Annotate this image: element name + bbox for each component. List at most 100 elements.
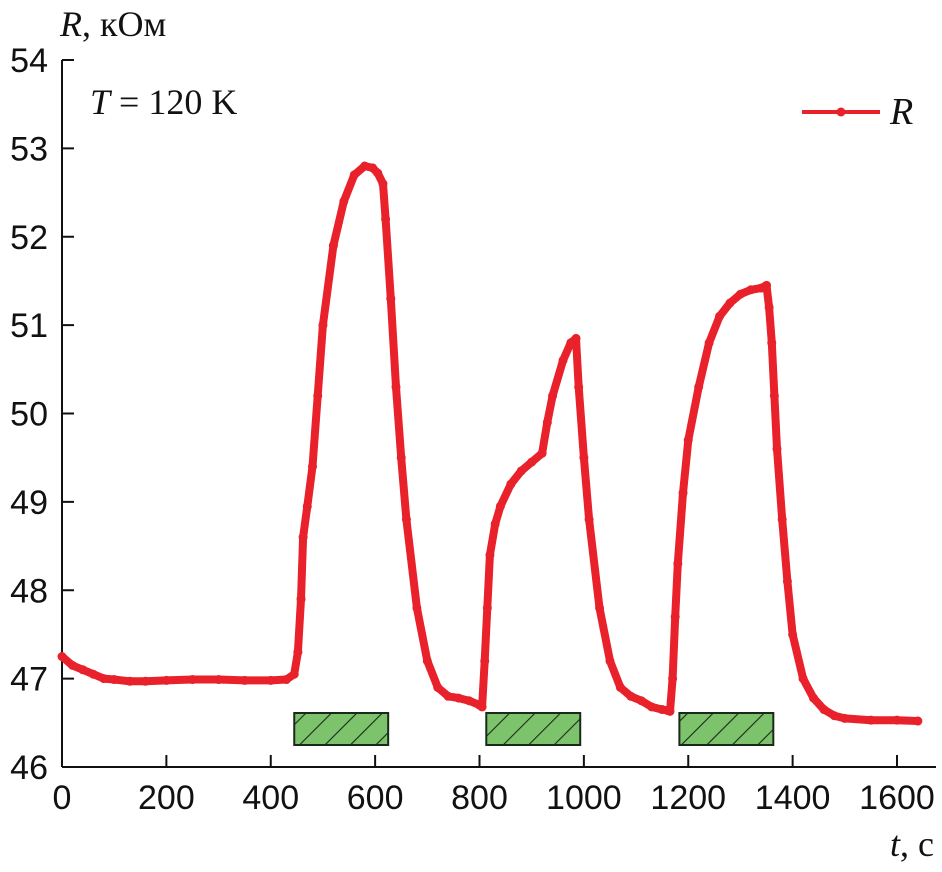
data-point: [161, 675, 171, 685]
data-point: [187, 675, 197, 685]
data-point: [673, 559, 683, 569]
x-tick-label: 1400: [755, 779, 831, 817]
data-point: [480, 656, 490, 666]
data-point: [506, 479, 516, 489]
exposure-pulse: [485, 712, 582, 746]
data-point: [240, 675, 250, 685]
data-point: [809, 693, 818, 703]
data-point: [454, 693, 464, 703]
data-point: [678, 488, 688, 498]
legend-marker: [836, 107, 846, 117]
data-point: [548, 391, 558, 401]
data-point: [840, 713, 850, 723]
temperature-value: = 120 K: [110, 82, 237, 122]
data-point: [339, 196, 349, 206]
exposure-pulses: [293, 712, 775, 746]
data-point: [670, 612, 680, 622]
data-point: [266, 675, 276, 685]
y-tick-label: 49: [10, 484, 48, 522]
x-tick-label: 0: [53, 779, 72, 817]
data-point: [798, 674, 808, 684]
series-r: [57, 161, 923, 726]
data-point: [485, 550, 495, 560]
data-point: [636, 696, 646, 706]
y-tick-label: 52: [10, 219, 48, 257]
x-tick-label: 1200: [650, 779, 726, 817]
data-point: [289, 669, 299, 679]
data-point: [422, 656, 432, 666]
y-tick-label: 50: [10, 396, 48, 434]
exposure-pulse: [678, 712, 775, 746]
data-point: [584, 515, 594, 525]
data-point: [892, 715, 902, 725]
data-point: [373, 168, 383, 178]
y-axis-title: R, кОм: [59, 4, 166, 44]
data-point: [746, 285, 756, 295]
data-point: [558, 355, 568, 365]
data-point: [360, 161, 370, 171]
series-line: [58, 162, 922, 725]
temperature-annotation: T = 120 K: [90, 82, 237, 122]
data-point: [386, 294, 396, 304]
data-point: [769, 391, 779, 401]
data-point: [302, 501, 312, 511]
data-point: [391, 382, 401, 392]
data-point: [647, 702, 657, 712]
data-point: [433, 682, 443, 692]
data-point: [99, 674, 109, 684]
x-tick-label: 400: [242, 779, 299, 817]
data-point: [571, 333, 581, 343]
data-point: [767, 338, 777, 348]
legend: R: [802, 91, 913, 133]
y-tick-label: 53: [10, 130, 48, 168]
data-point: [318, 320, 328, 330]
y-tick-label: 46: [10, 749, 48, 787]
data-point: [293, 647, 303, 657]
data-point: [443, 691, 453, 701]
data-point: [378, 179, 388, 189]
y-tick-label: 48: [10, 572, 48, 610]
data-point: [328, 241, 338, 251]
data-point: [772, 444, 782, 454]
data-point: [866, 715, 876, 725]
data-point: [464, 696, 474, 706]
data-point: [595, 603, 605, 613]
data-point: [88, 669, 98, 679]
data-point: [396, 453, 406, 463]
data-point: [615, 682, 625, 692]
data-point: [214, 675, 224, 685]
data-point: [913, 716, 923, 726]
data-point: [626, 691, 636, 701]
data-point: [308, 462, 317, 472]
y-ticks: 46 47 48 49 50 51 52 53 54: [10, 42, 74, 787]
data-point: [694, 382, 704, 392]
y-axis-var: R: [59, 4, 82, 44]
data-point: [735, 289, 745, 299]
y-axis-unit: , кОм: [82, 4, 166, 44]
data-point: [829, 711, 839, 721]
legend-label: R: [889, 91, 913, 133]
x-axis-unit: , с: [900, 824, 934, 864]
x-tick-label: 800: [451, 779, 508, 817]
data-point: [281, 675, 291, 685]
data-point: [762, 280, 772, 290]
data-point: [482, 603, 492, 613]
data-point: [125, 676, 135, 686]
data-point: [296, 594, 306, 604]
data-point: [109, 675, 119, 685]
data-point: [782, 576, 792, 586]
data-point: [683, 435, 693, 445]
data-point: [579, 453, 589, 463]
data-point: [788, 629, 798, 639]
data-point: [725, 298, 735, 308]
data-point: [527, 457, 537, 467]
data-point: [78, 665, 88, 675]
data-point: [819, 705, 829, 715]
data-point: [516, 466, 526, 476]
data-point: [412, 603, 422, 613]
data-point: [495, 501, 505, 511]
data-point: [349, 170, 359, 180]
data-point: [537, 448, 547, 458]
data-point: [57, 652, 67, 662]
